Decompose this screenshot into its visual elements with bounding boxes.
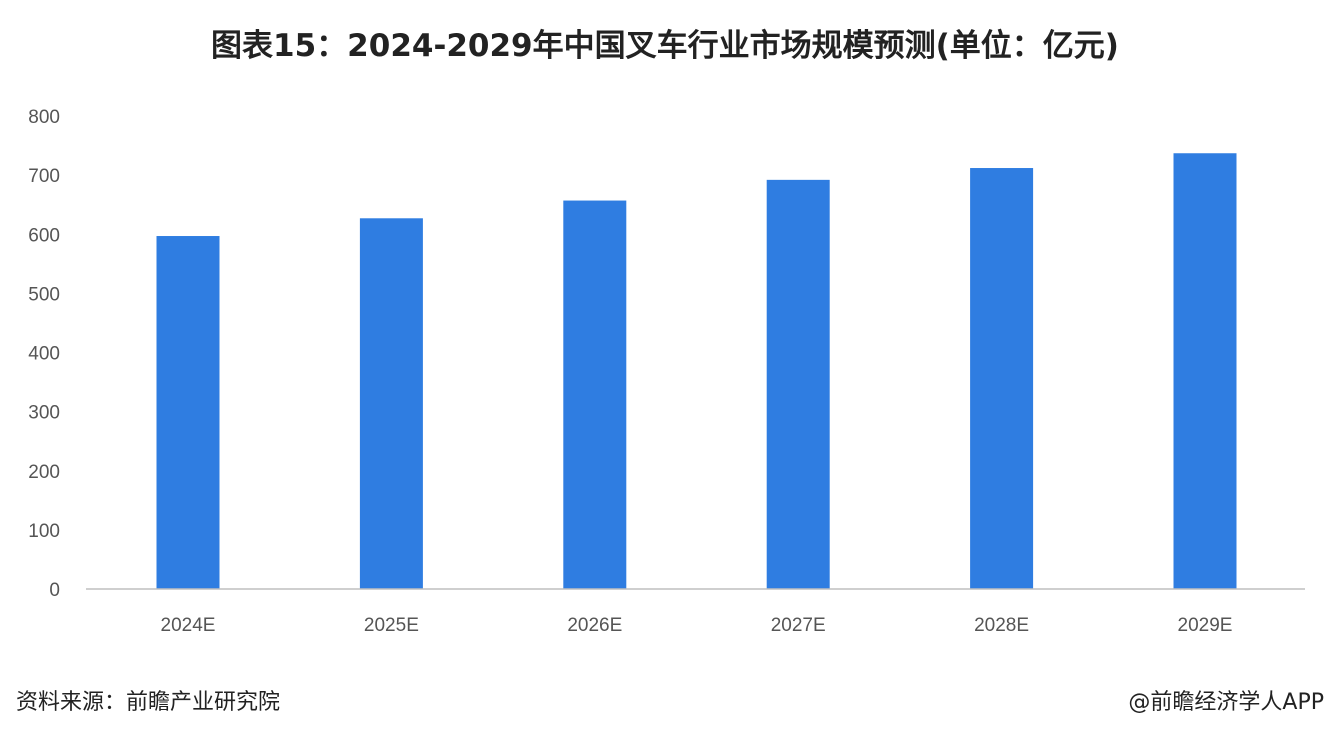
bar-series (156, 153, 1237, 590)
x-tick-label: 2029E (1178, 615, 1233, 636)
bar-chart: 0 100 200 300 400 500 600 700 800 2024E 2025E 2026… (28, 107, 1305, 636)
y-tick-label: 700 (28, 166, 60, 187)
y-tick-label: 100 (28, 521, 60, 542)
bar (1173, 153, 1237, 589)
source-note: 资料来源：前瞻产业研究院 (16, 690, 281, 715)
x-axis: 2024E 2025E 2026E 2027E 2028E 2029E (161, 615, 1233, 636)
x-tick-label: 2024E (161, 615, 216, 636)
y-axis: 0 100 200 300 400 500 600 700 800 (28, 107, 60, 601)
bar (970, 168, 1034, 589)
chart-title: 图表15：2024-2029年中国叉车行业市场规模预测(单位：亿元) (211, 28, 1119, 64)
bar (156, 236, 220, 589)
bar (359, 218, 423, 589)
y-tick-label: 200 (28, 462, 60, 483)
y-tick-label: 400 (28, 344, 60, 365)
y-tick-label: 500 (28, 284, 60, 305)
x-tick-label: 2028E (974, 615, 1029, 636)
x-tick-label: 2026E (567, 615, 622, 636)
y-tick-label: 0 (49, 580, 60, 601)
x-tick-label: 2025E (364, 615, 419, 636)
y-tick-label: 800 (28, 107, 60, 128)
bar (766, 179, 830, 590)
y-tick-label: 600 (28, 225, 60, 246)
y-tick-label: 300 (28, 403, 60, 424)
x-tick-label: 2027E (771, 615, 826, 636)
bar (563, 200, 627, 589)
credit-note: @前瞻经济学人APP (1128, 690, 1324, 715)
